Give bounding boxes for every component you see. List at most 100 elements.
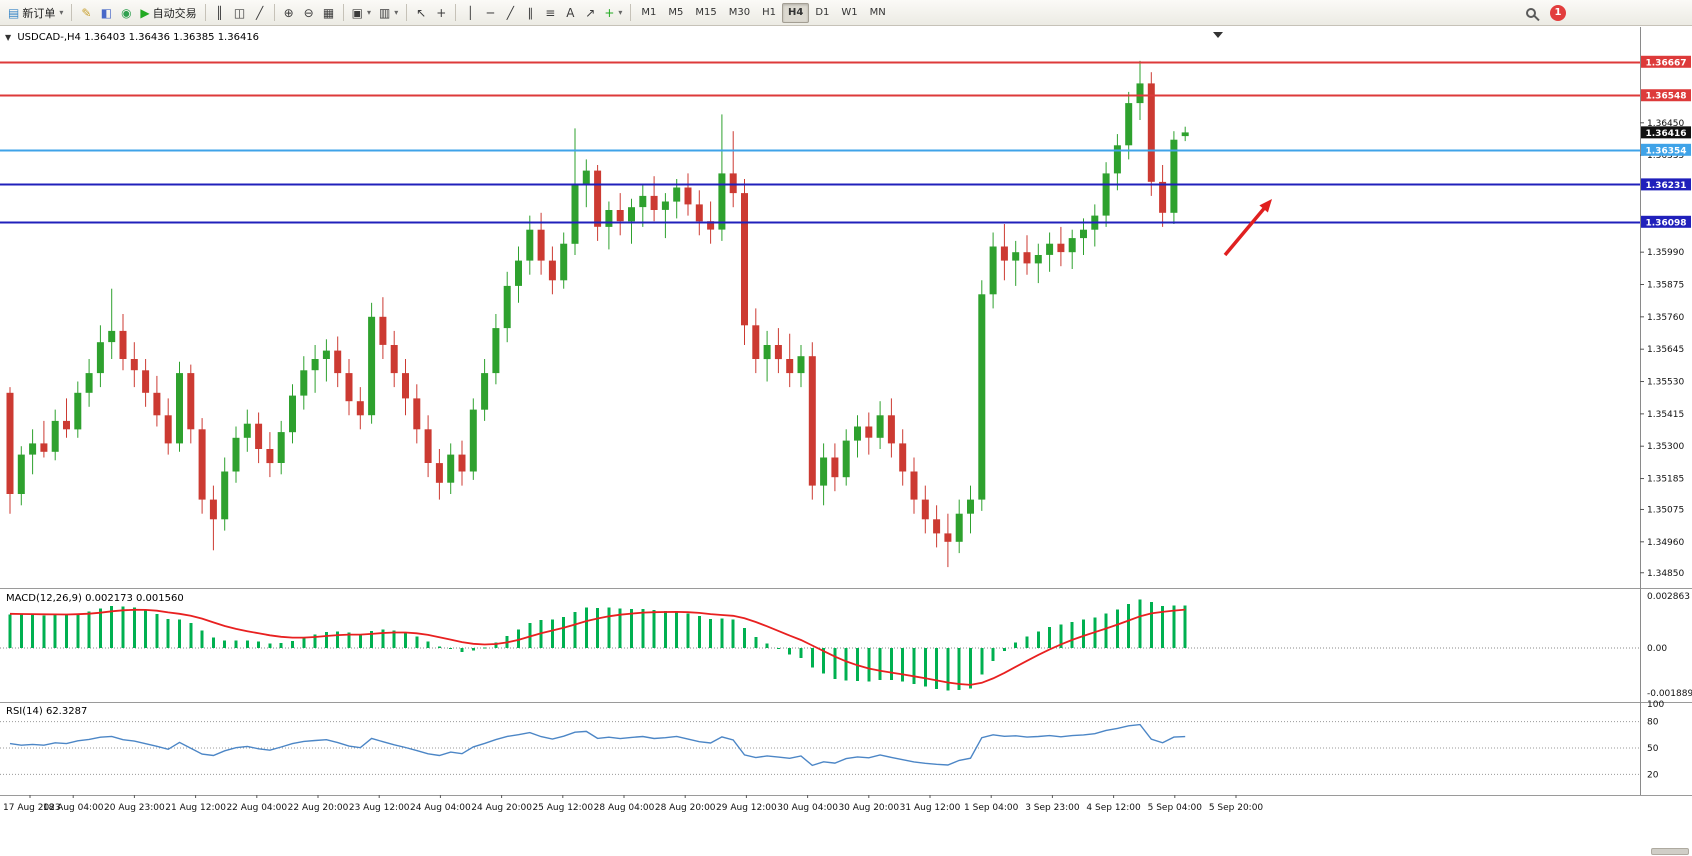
zoom-out-icon: ⊖ xyxy=(303,5,314,20)
svg-text:1.36098: 1.36098 xyxy=(1646,218,1687,228)
cursor-button[interactable]: ↖ xyxy=(411,3,431,23)
zoom-in-icon: ⊕ xyxy=(283,5,294,20)
market-watch-button[interactable]: ◧ xyxy=(96,3,116,23)
chart-window[interactable]: 1.36450 1.36335 1.35990 1.35875 1.35760 1.356… xyxy=(0,27,1692,856)
svg-text:1.35875: 1.35875 xyxy=(1647,281,1684,291)
cursor-icon: ↖ xyxy=(416,5,427,20)
symbol-ohlc-label: ▼ USDCAD-,H4 1.36403 1.36436 1.36385 1.3… xyxy=(5,32,259,43)
bar-chart-button[interactable]: ║ xyxy=(210,3,230,23)
toolbar-separator xyxy=(406,4,408,21)
zoom-out-button[interactable]: ⊖ xyxy=(299,3,319,23)
timeframe-h4-button[interactable]: H4 xyxy=(782,2,810,23)
toolbar-group: ▣ ▾ ▥ ▾ xyxy=(348,3,403,23)
autotrading-button-label: 自动交易 xyxy=(152,6,197,20)
svg-text:1.35530: 1.35530 xyxy=(1647,378,1684,388)
community-button[interactable]: ◉ xyxy=(116,3,136,23)
toolbar-separator xyxy=(273,4,275,21)
horizontal-line-button[interactable]: ─ xyxy=(480,3,500,23)
fibonacci-button[interactable]: ≡ xyxy=(540,3,560,23)
one-click-collapse-icon[interactable]: ▼ xyxy=(5,33,12,42)
ohlc-values: 1.36403 1.36436 1.36385 1.36416 xyxy=(84,32,260,43)
trendline-button[interactable]: ╱ xyxy=(500,3,520,23)
svg-text:5 Sep 04:00: 5 Sep 04:00 xyxy=(1148,803,1203,813)
candlestick-chart-button[interactable]: ◫ xyxy=(230,3,250,23)
svg-text:1.34960: 1.34960 xyxy=(1647,538,1684,548)
macd-signal-line xyxy=(9,608,1186,686)
timeframe-mn-button[interactable]: MN xyxy=(869,7,886,18)
vertical-line-button[interactable]: │ xyxy=(460,3,480,23)
toolbar-separator xyxy=(204,4,206,21)
indicators-button[interactable]: + ▾ xyxy=(600,3,626,23)
line-chart-button[interactable]: ╱ xyxy=(250,3,270,23)
macd-histogram xyxy=(8,599,1187,691)
svg-text:1.35990: 1.35990 xyxy=(1647,248,1684,258)
svg-text:1.36354: 1.36354 xyxy=(1646,146,1687,156)
svg-text:0.002863: 0.002863 xyxy=(1647,592,1690,602)
trend-arrow-annotation[interactable] xyxy=(1223,204,1269,257)
new-chart-button[interactable]: ▣ ▾ xyxy=(348,3,375,23)
toolbar-separator xyxy=(342,4,344,21)
svg-text:20 Aug 23:00: 20 Aug 23:00 xyxy=(104,803,165,813)
profiles-button-dropdown-arrow[interactable]: ▾ xyxy=(394,8,399,17)
candlestick-chart-icon: ◫ xyxy=(233,5,246,20)
tile-windows-button[interactable]: ▦ xyxy=(319,3,339,23)
timeframe-m5-button[interactable]: M5 xyxy=(668,7,684,18)
new-chart-icon: ▣ xyxy=(351,5,363,20)
metaeditor-button[interactable]: ✎ xyxy=(76,3,96,23)
level-price-label xyxy=(1641,215,1691,228)
community-icon: ◉ xyxy=(121,5,132,20)
svg-text:29 Aug 12:00: 29 Aug 12:00 xyxy=(716,803,777,813)
new-order-button-dropdown-arrow[interactable]: ▾ xyxy=(59,8,64,17)
text-label-button[interactable]: A xyxy=(560,3,580,23)
svg-text:22 Aug 04:00: 22 Aug 04:00 xyxy=(226,803,287,813)
toolbar-group: ↖ + xyxy=(411,3,451,23)
toolbar-groups: ▤ 新订单 ▾ ✎ ◧ ◉ ▶ 自动交易 ║ ◫ ╱ ⊕ ⊖ ▦ ▣ ▾ ▥ ▾ ↖ + │ ─ ╱ ∥ ≡ A ↗ + ▾ xyxy=(4,3,626,23)
toolbar-group: ✎ ◧ ◉ ▶ 自动交易 xyxy=(76,3,200,23)
notification-badge[interactable]: 1 xyxy=(1550,4,1566,21)
svg-text:1.36231: 1.36231 xyxy=(1646,181,1687,191)
autotrading-button[interactable]: ▶ 自动交易 xyxy=(136,3,200,23)
timeframe-d1-button[interactable]: D1 xyxy=(815,7,830,18)
trendline-icon: ╱ xyxy=(506,5,514,20)
equidistant-channel-button[interactable]: ∥ xyxy=(520,3,540,23)
timeframe-m15-button[interactable]: M15 xyxy=(695,7,717,18)
svg-text:-0.001889: -0.001889 xyxy=(1647,689,1692,699)
chart-shift-marker[interactable] xyxy=(1213,32,1223,38)
crosshair-button[interactable]: + xyxy=(431,3,451,23)
fibonacci-icon: ≡ xyxy=(545,5,556,20)
bar-chart-icon: ║ xyxy=(215,5,224,20)
horizontal-scrollbar-thumb[interactable] xyxy=(1651,848,1689,855)
svg-text:1 Sep 04:00: 1 Sep 04:00 xyxy=(964,803,1019,813)
toolbar-group: │ ─ ╱ ∥ ≡ A ↗ + ▾ xyxy=(460,3,626,23)
price-axis[interactable]: 1.36450 1.36335 1.35990 1.35875 1.35760 1.356… xyxy=(1640,55,1692,781)
price-chart-canvas[interactable]: 1.36450 1.36335 1.35990 1.35875 1.35760 1.356… xyxy=(0,27,1692,856)
svg-text:1.36667: 1.36667 xyxy=(1646,58,1687,68)
tile-windows-icon: ▦ xyxy=(322,5,335,20)
arrows-button[interactable]: ↗ xyxy=(580,3,600,23)
svg-text:1.35645: 1.35645 xyxy=(1647,345,1684,355)
autotrading-icon: ▶ xyxy=(140,5,150,20)
indicators-button-dropdown-arrow[interactable]: ▾ xyxy=(618,8,623,17)
new-chart-button-dropdown-arrow[interactable]: ▾ xyxy=(366,8,371,17)
candlesticks[interactable] xyxy=(6,60,1189,568)
rsi-line xyxy=(9,723,1186,767)
timeframe-m1-button[interactable]: M1 xyxy=(641,7,657,18)
profiles-button[interactable]: ▥ ▾ xyxy=(375,3,402,23)
timeframe-w1-button[interactable]: W1 xyxy=(841,7,858,18)
level-price-label xyxy=(1641,55,1691,68)
svg-text:1.36416: 1.36416 xyxy=(1646,129,1687,139)
profiles-icon: ▥ xyxy=(378,5,391,20)
new-order-button[interactable]: ▤ 新订单 ▾ xyxy=(4,3,67,23)
zoom-in-button[interactable]: ⊕ xyxy=(279,3,299,23)
crosshair-icon: + xyxy=(436,5,447,20)
svg-text:1.36548: 1.36548 xyxy=(1646,92,1687,102)
timeframe-h1-button[interactable]: H1 xyxy=(762,7,776,18)
svg-text:21 Aug 12:00: 21 Aug 12:00 xyxy=(165,803,226,813)
svg-text:1.34850: 1.34850 xyxy=(1647,569,1684,579)
horizontal-levels[interactable] xyxy=(0,61,1640,224)
svg-text:28 Aug 04:00: 28 Aug 04:00 xyxy=(594,803,655,813)
toolbar-separator xyxy=(630,4,632,21)
search-icon[interactable] xyxy=(1526,7,1536,18)
timeframe-m30-button[interactable]: M30 xyxy=(728,7,751,18)
